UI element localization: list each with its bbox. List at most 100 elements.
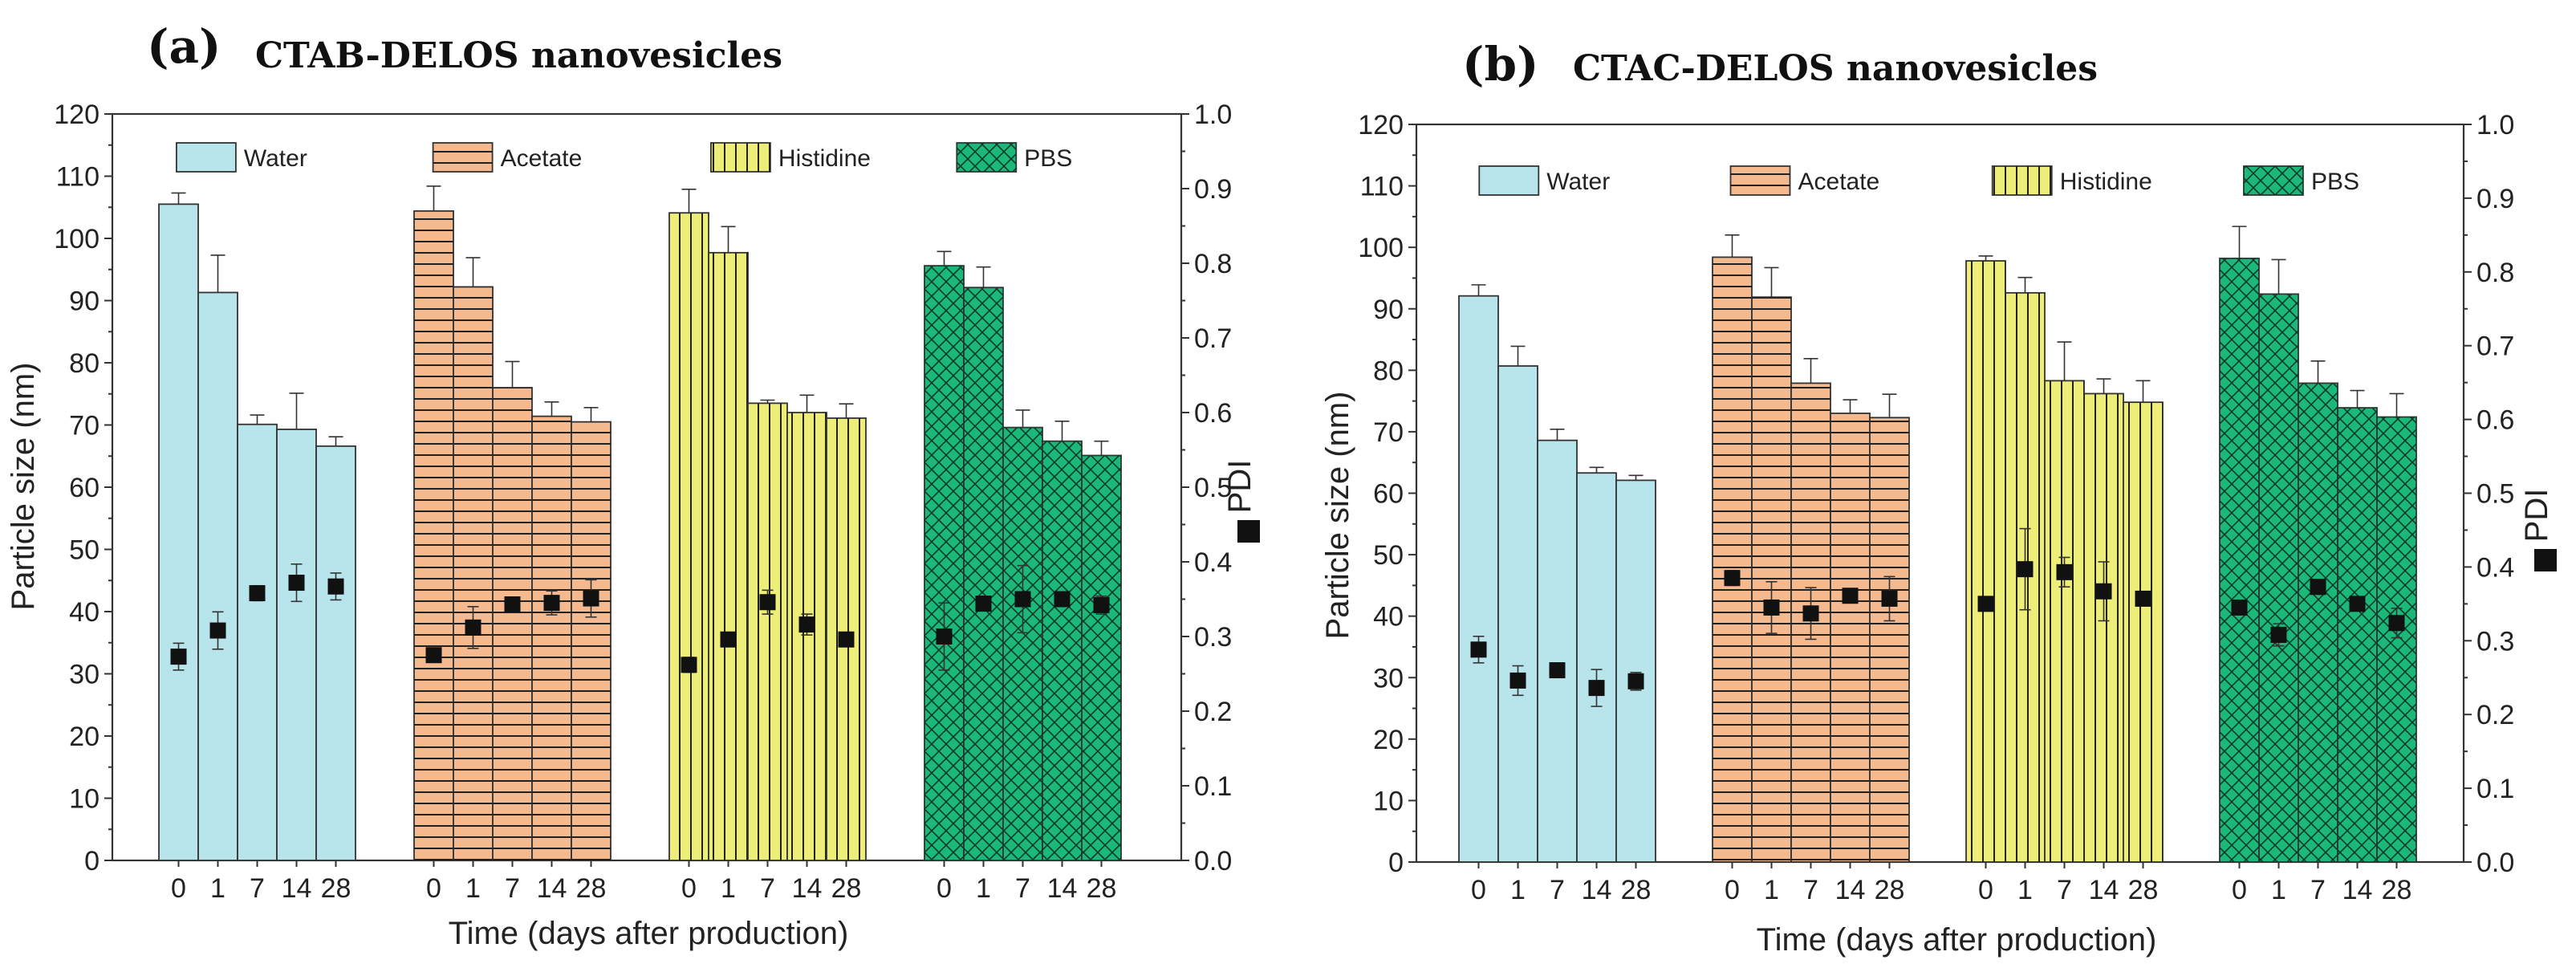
y-tick-label: 10 bbox=[1373, 786, 1404, 816]
x-tick-label: 14 bbox=[1582, 875, 1612, 905]
x-tick-label: 0 bbox=[171, 873, 186, 904]
legend-swatch-pattern bbox=[710, 143, 770, 172]
bar-pattern bbox=[2338, 408, 2377, 862]
panel-a: (a) CTAB-DELOS nanovesicles Particle siz… bbox=[6, 19, 1260, 951]
y2-tick-label: 0.0 bbox=[1194, 846, 1232, 876]
bar-pattern bbox=[1042, 441, 1082, 860]
y2-tick-label: 0.3 bbox=[1194, 622, 1232, 653]
bar-pattern bbox=[2220, 258, 2259, 862]
y2-tick-label: 0.4 bbox=[1194, 547, 1232, 578]
x-tick-label: 28 bbox=[576, 873, 607, 904]
pdi-point bbox=[2017, 561, 2034, 578]
y-tick-label: 20 bbox=[1373, 725, 1404, 755]
x-tick-label: 7 bbox=[760, 873, 775, 904]
y-tick-label: 40 bbox=[69, 597, 100, 628]
bar-pattern bbox=[1870, 417, 1909, 862]
legend-label: Histidine bbox=[2060, 169, 2152, 195]
pdi-point bbox=[2135, 590, 2151, 607]
pdi-legend-marker bbox=[1237, 520, 1260, 543]
bar-pattern bbox=[2123, 402, 2163, 862]
y2-tick-label: 0.7 bbox=[1194, 323, 1232, 354]
y-tick-label: 100 bbox=[1358, 233, 1404, 263]
legend-label: Histidine bbox=[778, 145, 871, 172]
pdi-point bbox=[2388, 615, 2405, 632]
y-tick-label: 40 bbox=[1373, 602, 1404, 632]
y2-tick-label: 0.9 bbox=[1194, 174, 1232, 205]
bar-pattern bbox=[1752, 297, 1791, 862]
y2-tick-label: 0.6 bbox=[1194, 398, 1232, 429]
x-tick-label: 0 bbox=[1471, 875, 1486, 905]
legend-swatch bbox=[1478, 165, 1540, 196]
bar-pattern bbox=[1082, 455, 1121, 860]
bar-pattern bbox=[1003, 427, 1042, 860]
bar-pattern bbox=[924, 266, 964, 861]
bar-pattern bbox=[571, 421, 611, 860]
legend-label: PBS bbox=[2311, 169, 2359, 195]
y2-tick-label: 0.8 bbox=[1194, 249, 1232, 279]
bar bbox=[197, 291, 238, 861]
pdi-point bbox=[1977, 596, 1994, 612]
pdi-point bbox=[681, 657, 697, 673]
pdi-point bbox=[1470, 641, 1487, 658]
x-tick-label: 7 bbox=[1015, 873, 1030, 904]
x-tick-label: 7 bbox=[1803, 875, 1818, 905]
y2-tick-label: 0.0 bbox=[2476, 848, 2514, 878]
y2-tick-label: 0.6 bbox=[2476, 405, 2514, 436]
y-axis-label: Particle size (nm) bbox=[6, 363, 41, 611]
pdi-point bbox=[583, 590, 599, 607]
x-tick-label: 1 bbox=[1510, 875, 1526, 905]
bar-pattern bbox=[1966, 261, 2005, 862]
legend-label: PBS bbox=[1024, 145, 1072, 172]
bar bbox=[1615, 479, 1656, 863]
pdi-point bbox=[2231, 599, 2248, 616]
y-tick-label: 70 bbox=[1373, 417, 1404, 448]
pdi-point bbox=[170, 649, 187, 665]
panel-label: (a) bbox=[147, 19, 221, 74]
y2-tick-label: 1.0 bbox=[1194, 100, 1232, 130]
x-tick-label: 0 bbox=[426, 873, 441, 904]
bar-pattern bbox=[2084, 393, 2123, 862]
pdi-point bbox=[2056, 563, 2073, 580]
pdi-point bbox=[465, 619, 481, 636]
pdi-point bbox=[720, 631, 737, 648]
legend-swatch-pattern bbox=[957, 143, 1017, 172]
y-tick-label: 110 bbox=[1360, 172, 1404, 202]
x-tick-label: 7 bbox=[505, 873, 520, 904]
y-tick-label: 0 bbox=[84, 846, 100, 876]
bar-pattern bbox=[2259, 294, 2298, 862]
pdi-point bbox=[327, 578, 344, 595]
x-tick-label: 1 bbox=[465, 873, 481, 904]
y-tick-label: 110 bbox=[56, 162, 100, 193]
pdi-point bbox=[249, 585, 266, 602]
x-tick-label: 0 bbox=[1725, 875, 1740, 905]
y-tick-label: 50 bbox=[1373, 540, 1404, 571]
y-tick-label: 50 bbox=[69, 535, 100, 566]
x-tick-label: 7 bbox=[250, 873, 265, 904]
pdi-point bbox=[1724, 570, 1741, 587]
x-tick-label: 28 bbox=[321, 873, 351, 904]
x-tick-label: 28 bbox=[1875, 875, 1905, 905]
legend-swatch-pattern bbox=[1730, 166, 1790, 195]
x-axis-label: Time (days after production) bbox=[1757, 922, 2157, 958]
pdi-point bbox=[1549, 662, 1566, 679]
x-tick-label: 14 bbox=[1047, 873, 1078, 904]
bar bbox=[1576, 472, 1617, 863]
pdi-point bbox=[543, 595, 560, 612]
x-tick-label: 14 bbox=[1835, 875, 1866, 905]
y-tick-label: 30 bbox=[1373, 663, 1404, 693]
legend-label: Water bbox=[1546, 169, 1610, 195]
x-tick-label: 28 bbox=[2382, 875, 2412, 905]
x-tick-label: 14 bbox=[2089, 875, 2119, 905]
y2-tick-label: 0.7 bbox=[2476, 331, 2514, 362]
y-tick-label: 60 bbox=[69, 473, 100, 503]
pdi-point bbox=[1588, 680, 1605, 697]
legend-swatch-pattern bbox=[1992, 166, 2052, 195]
x-tick-label: 28 bbox=[2128, 875, 2159, 905]
bar-pattern bbox=[1713, 257, 1752, 862]
bar-pattern bbox=[2045, 380, 2084, 862]
y-tick-label: 30 bbox=[69, 660, 100, 690]
pdi-point bbox=[2349, 596, 2366, 612]
legend-label: Acetate bbox=[1798, 169, 1880, 195]
x-tick-label: 14 bbox=[792, 873, 823, 904]
